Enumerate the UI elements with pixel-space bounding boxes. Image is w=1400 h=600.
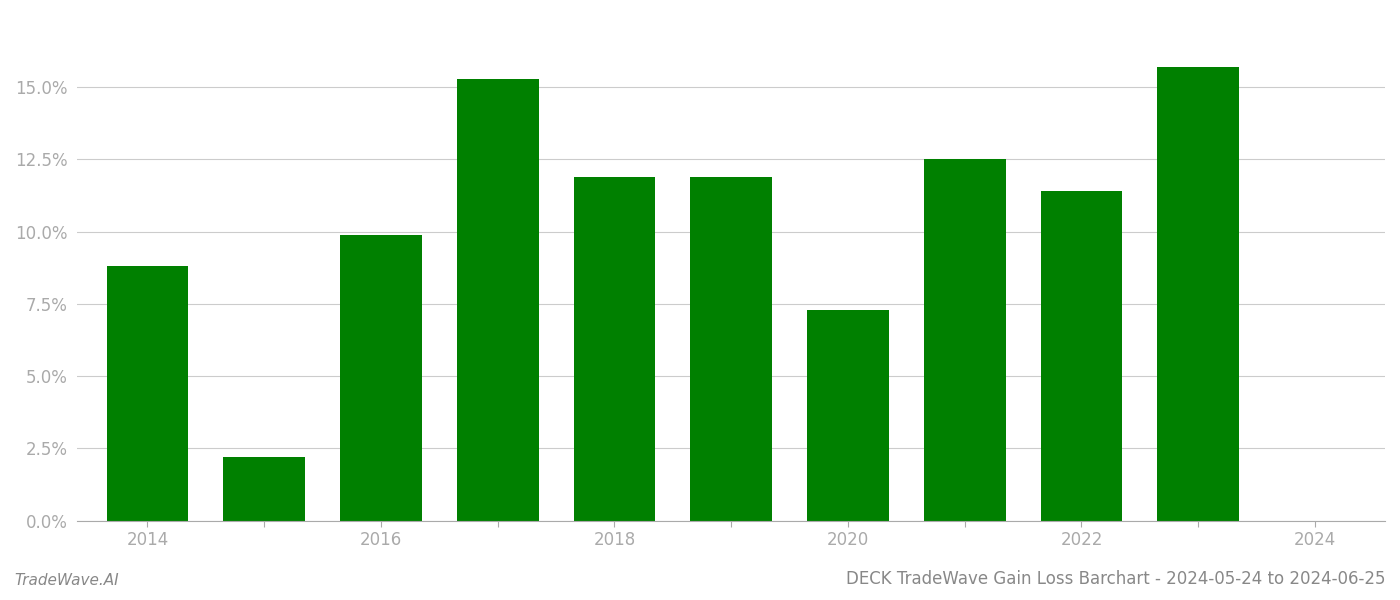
Text: TradeWave.AI: TradeWave.AI [14,573,119,588]
Bar [1158,67,1239,521]
Bar [574,177,655,521]
Bar [456,79,539,521]
Bar [1040,191,1123,521]
Bar [340,235,421,521]
Bar [106,266,188,521]
Bar [690,177,771,521]
Bar [806,310,889,521]
Bar [924,160,1005,521]
Bar [223,457,305,521]
Text: DECK TradeWave Gain Loss Barchart - 2024-05-24 to 2024-06-25: DECK TradeWave Gain Loss Barchart - 2024… [847,570,1386,588]
